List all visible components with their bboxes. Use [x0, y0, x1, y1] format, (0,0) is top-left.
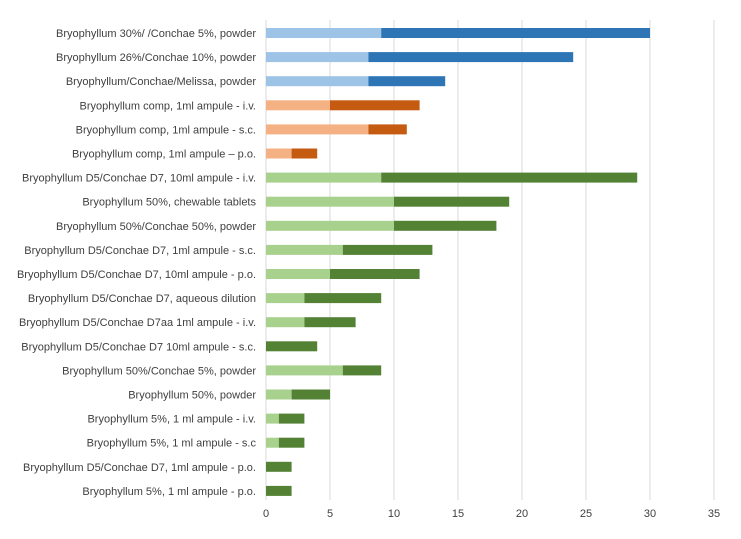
- bar-segment-2: [330, 269, 420, 279]
- bar-segment-2: [394, 220, 497, 231]
- bar-segment-2: [278, 413, 305, 424]
- bar-segment-1: [266, 148, 292, 159]
- bar-segment-2: [381, 28, 650, 38]
- bar-segment-1: [266, 100, 330, 111]
- bar-segment-1: [266, 437, 279, 448]
- bar-segment-2: [342, 365, 382, 376]
- x-tick-label: 25: [580, 508, 592, 520]
- bar-segment-2: [291, 389, 330, 400]
- bar-segment-2: [304, 293, 382, 304]
- bar-segment-2: [368, 76, 446, 87]
- bar-segment-2: [266, 461, 292, 472]
- bar-segment-2: [266, 341, 318, 352]
- bar-segment-1: [266, 244, 343, 255]
- x-tick-label: 0: [263, 508, 269, 520]
- category-labels: Bryophyllum 30%/ /Conchae 5%, powder Bryo…: [17, 28, 257, 498]
- x-tick-label: 5: [327, 508, 333, 520]
- bar-segment-1: [266, 317, 305, 328]
- bar-segment-1: [266, 196, 394, 207]
- category-label: Bryophyllum/Conchae/Melissa, powder: [66, 76, 256, 88]
- bar-segment-2: [330, 100, 420, 111]
- bar-segment-1: [266, 172, 382, 183]
- category-label: Bryophyllum 30%/ /Conchae 5%, powder: [56, 28, 256, 40]
- x-tick-label: 10: [388, 508, 400, 520]
- category-label: Bryophyllum D5/Conchae D7, 1ml ampule - …: [24, 245, 256, 257]
- category-label: Bryophyllum D5/Conchae D7, 10ml ampule -…: [22, 173, 256, 185]
- category-label: Bryophyllum 50%/Conchae 50%, powder: [56, 221, 256, 233]
- bar-segment-1: [266, 28, 382, 38]
- category-label: Bryophyllum 5%, 1 ml ampule - i.v.: [87, 414, 256, 426]
- x-tick-label: 15: [452, 508, 464, 520]
- bar-segment-2: [368, 52, 574, 63]
- category-label: Bryophyllum 50%, chewable tablets: [82, 197, 256, 209]
- category-label: Bryophyllum 5%, 1 ml ampule - p.o.: [82, 486, 256, 498]
- category-label: Bryophyllum D5/Conchae D7aa 1ml ampule -…: [19, 317, 256, 329]
- bar-segment-1: [266, 124, 369, 135]
- bar-segment-1: [266, 413, 279, 424]
- bars: [266, 28, 650, 496]
- category-label: Bryophyllum comp, 1ml ampule - s.c.: [76, 124, 256, 136]
- x-tick-label: 20: [516, 508, 528, 520]
- bar-segment-1: [266, 76, 369, 87]
- category-label: Bryophyllum 26%/Conchae 10%, powder: [56, 52, 256, 64]
- x-tick-label: 35: [708, 508, 720, 520]
- bar-segment-2: [342, 244, 433, 255]
- bar-segment-2: [368, 124, 407, 135]
- bar-segment-1: [266, 389, 292, 400]
- bar-segment-2: [394, 196, 510, 207]
- category-label: Bryophyllum comp, 1ml ampule – p.o.: [72, 149, 256, 161]
- category-label: Bryophyllum 50%, powder: [128, 390, 256, 402]
- category-label: Bryophyllum 5%, 1 ml ampule - s.c: [87, 438, 257, 450]
- bar-segment-1: [266, 52, 369, 63]
- bar-segment-2: [291, 148, 318, 159]
- bar-segment-2: [278, 437, 305, 448]
- gridlines: [265, 20, 715, 500]
- category-label: Bryophyllum D5/Conchae D7, aqueous dilut…: [28, 293, 256, 305]
- category-label: Bryophyllum 50%/Conchae 5%, powder: [62, 365, 256, 377]
- category-label: Bryophyllum D5/Conchae D7, 10ml ampule -…: [17, 269, 256, 281]
- x-tick-label: 30: [644, 508, 656, 520]
- bar-segment-1: [266, 365, 343, 376]
- bar-segment-2: [266, 485, 292, 496]
- bar-segment-2: [304, 317, 356, 328]
- category-label: Bryophyllum D5/Conchae D7, 1ml ampule - …: [23, 462, 256, 474]
- bar-segment-2: [381, 172, 638, 183]
- category-label: Bryophyllum D5/Conchae D7 10ml ampule - …: [21, 341, 256, 353]
- category-label: Bryophyllum comp, 1ml ampule - i.v.: [80, 100, 256, 112]
- x-tick-labels: 0 5 10 15 20 25 30 35: [263, 508, 720, 520]
- bar-segment-1: [266, 293, 305, 304]
- bar-segment-1: [266, 220, 394, 231]
- bar-segment-1: [266, 269, 330, 279]
